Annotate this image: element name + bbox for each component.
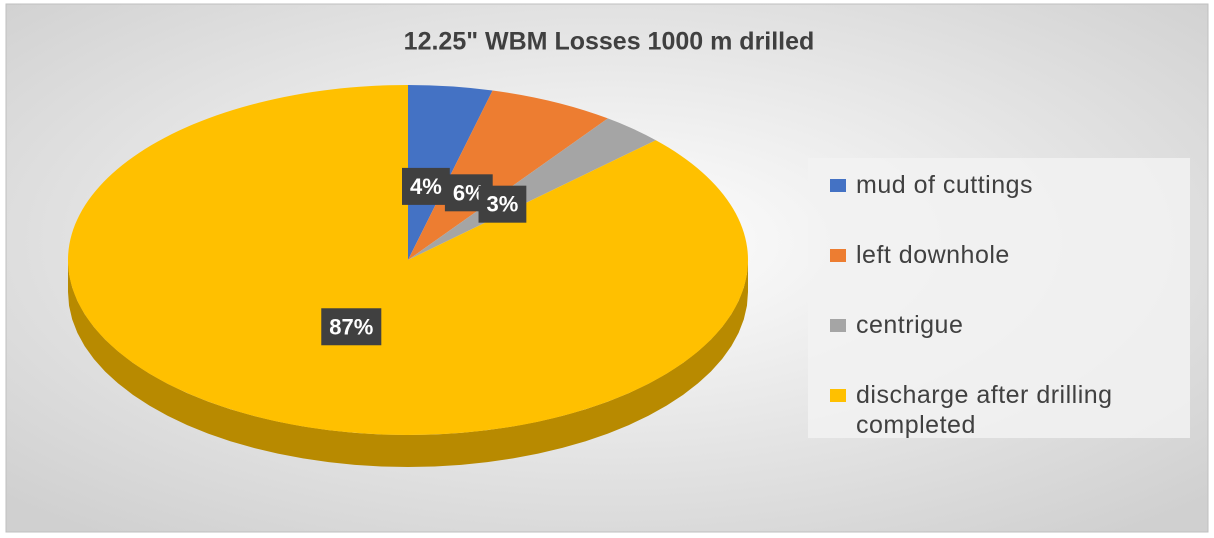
data-labels: 4% 6% 3%87%	[321, 167, 527, 346]
legend-label: discharge after drilling completed	[856, 381, 1128, 439]
data-label: 3%	[487, 192, 519, 217]
slice	[408, 85, 493, 260]
legend-item: mud of cuttings	[826, 170, 1180, 240]
legend-swatch	[830, 319, 846, 332]
legend-label: centrigue	[856, 311, 964, 339]
legend-item: left downhole	[826, 240, 1180, 310]
slice	[408, 90, 608, 260]
legend-item: discharge after drilling completed	[826, 380, 1180, 450]
legend-swatch	[830, 249, 846, 262]
data-label-box	[401, 167, 450, 205]
legend-label: left downhole	[856, 241, 1010, 269]
legend-swatch	[830, 389, 846, 402]
legend-label: mud of cuttings	[856, 171, 1034, 199]
slice	[408, 118, 656, 260]
slice	[67, 85, 749, 436]
pie	[67, 85, 749, 467]
data-label-box	[478, 185, 527, 223]
slice-side	[68, 260, 748, 467]
legend-swatch	[830, 179, 846, 192]
chart-title: 12.25" WBM Losses 1000 m drilled	[404, 28, 815, 56]
legend-item: centrigue	[826, 310, 1180, 380]
data-label: 4%	[410, 174, 442, 199]
data-label: 87%	[329, 314, 373, 339]
legend: mud of cuttings left downhole centrigue dis…	[808, 158, 1190, 439]
data-label-box	[321, 308, 382, 346]
